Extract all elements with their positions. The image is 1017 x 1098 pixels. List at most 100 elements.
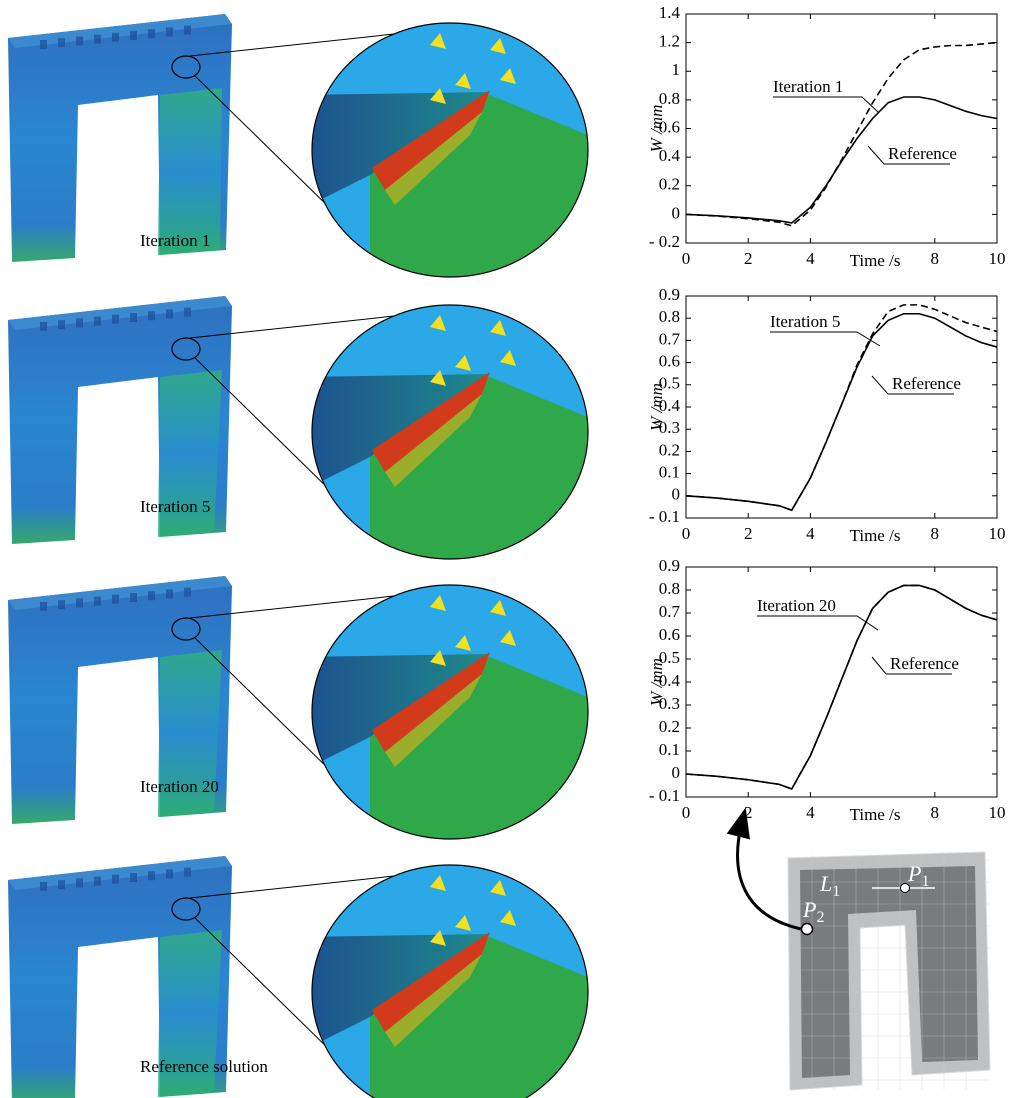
y-tick-label: 0.9 [659,285,680,304]
x-tick-label: 8 [931,524,940,543]
x-tick-label: 0 [682,524,691,543]
zoom-outline [311,864,589,1098]
series-label: Iteration 1 [773,77,843,96]
y-tick-label: 1 [672,60,681,79]
frame-hole [130,31,137,40]
zoom-spot [430,33,446,49]
series-label: Reference [888,144,957,163]
frame-hole [40,40,47,49]
frame-hole [40,882,47,891]
zoom-warm [385,674,482,767]
series-label: Reference [890,654,959,673]
label-sub: 1 [832,883,840,900]
frame-hole [148,591,155,601]
y-tick-label: 0.1 [659,740,680,759]
y-tick-label: 0.8 [659,89,680,108]
y-tick-label: 0.2 [659,440,680,459]
zoom-outline [311,22,589,278]
zoom-spot [455,355,471,371]
frame-hole [40,602,47,611]
frame-hole [94,34,101,44]
y-tick-label: 1.2 [659,32,680,51]
probe-point [800,922,814,936]
x-tick-label: 4 [806,524,815,543]
y-tick-label: 0.6 [659,352,680,371]
series-label: Iteration 5 [770,312,840,331]
y-tick-label: 0.4 [659,146,681,165]
x-tick-label: 10 [989,803,1006,822]
zoom-warm [385,394,482,487]
label-sub: 2 [816,909,824,926]
panel-caption: Iteration 1 [140,231,210,250]
zoom-spot [430,650,446,666]
x-axis-label: Time /s [850,526,901,545]
frame-hole [166,869,173,879]
y-tick-label: - 0.1 [649,786,680,805]
frame-hole [58,320,65,330]
frame-hole [40,322,47,331]
x-tick-label: 2 [744,249,753,268]
y-tick-label: 0.1 [659,463,680,482]
frame-column [158,88,222,255]
frame-hole [148,311,155,321]
frame-hole [148,29,155,39]
zoom-spot [430,88,446,104]
x-axis-label: Time /s [850,251,901,270]
y-tick-label: 0.8 [659,579,680,598]
frame-hole [130,593,137,602]
schematic-label: P1 [907,861,929,890]
y-tick-label: 0.3 [659,418,680,437]
frame-hole [58,600,65,610]
label-main: P [907,861,921,886]
link-arrow [726,807,802,931]
frame-hole [166,589,173,599]
x-tick-label: 8 [931,249,940,268]
frame-hole [76,318,83,328]
y-tick-label: 0 [672,203,681,222]
frame-hole [184,25,191,35]
schematic-core [800,866,978,1078]
series-label: Iteration 20 [757,596,836,615]
y-tick-label: 0.2 [659,717,680,736]
panel: Iteration 5 [8,296,589,560]
zoom-view [312,23,588,277]
panel: Reference solution [8,856,589,1098]
frame-hole [94,596,101,606]
zoom-view [312,585,588,839]
series-line [685,304,998,512]
zoom-hot [372,932,490,1032]
zoom-spot [455,635,471,651]
y-tick-label: 0.8 [659,307,680,326]
chart: - 0.100.10.20.30.40.50.60.70.80.90 2 4 8 10T… [647,556,1006,824]
zoom-warm [385,954,482,1047]
label-main: P [802,897,816,922]
y-tick-label: 0.9 [659,556,680,575]
y-tick-label: 0 [672,485,681,504]
frame-hole [166,27,173,37]
zoom-hot [372,372,490,472]
panel: Iteration 1 [8,14,589,278]
leader-line [871,656,952,675]
leader-line [770,331,881,347]
x-tick-label: 0 [682,249,691,268]
zoom-spot [430,370,446,386]
series-line [685,312,998,512]
frame-hole [184,587,191,597]
y-axis-label: W /mm [647,383,666,431]
zoom-marker [171,897,201,921]
series-line [685,96,998,224]
zoom-outline [311,304,589,560]
y-tick-label: 0.6 [659,625,680,644]
x-tick-label: 10 [989,524,1006,543]
y-tick-label: 0.3 [659,694,680,713]
zoom-marker [171,55,201,79]
zoom-outline [311,584,589,840]
panel-caption: Iteration 5 [140,497,210,516]
x-tick-label: 4 [806,249,815,268]
zoom-hot [372,90,490,190]
frame-column [158,650,222,817]
panel: Iteration 20 [8,576,589,840]
frame-hole [112,314,119,324]
